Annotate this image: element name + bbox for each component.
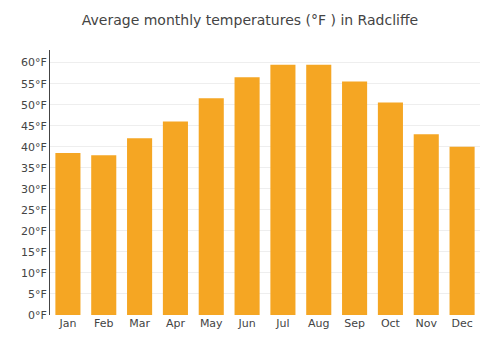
svg-text:Jun: Jun: [237, 317, 255, 330]
svg-text:45°F: 45°F: [21, 120, 47, 133]
svg-text:Jan: Jan: [58, 317, 76, 330]
svg-text:Jul: Jul: [275, 317, 289, 330]
svg-text:May: May: [200, 317, 223, 330]
svg-text:5°F: 5°F: [28, 288, 47, 301]
svg-text:20°F: 20°F: [21, 225, 47, 238]
svg-text:55°F: 55°F: [21, 78, 47, 91]
svg-text:Mar: Mar: [129, 317, 150, 330]
svg-text:0°F: 0°F: [28, 309, 47, 322]
svg-text:Dec: Dec: [451, 317, 472, 330]
svg-text:Feb: Feb: [94, 317, 113, 330]
svg-text:50°F: 50°F: [21, 99, 47, 112]
svg-text:25°F: 25°F: [21, 204, 47, 217]
svg-text:60°F: 60°F: [21, 56, 47, 69]
svg-text:30°F: 30°F: [21, 183, 47, 196]
svg-text:Average monthly temperatures (: Average monthly temperatures (°F ) in Ra…: [82, 12, 418, 28]
svg-text:10°F: 10°F: [21, 267, 47, 280]
svg-text:40°F: 40°F: [21, 141, 47, 154]
svg-text:15°F: 15°F: [21, 246, 47, 259]
svg-text:Nov: Nov: [416, 317, 438, 330]
svg-text:35°F: 35°F: [21, 162, 47, 175]
svg-text:Sep: Sep: [344, 317, 365, 330]
svg-text:Oct: Oct: [381, 317, 401, 330]
svg-text:Apr: Apr: [166, 317, 186, 330]
svg-text:Aug: Aug: [308, 317, 329, 330]
